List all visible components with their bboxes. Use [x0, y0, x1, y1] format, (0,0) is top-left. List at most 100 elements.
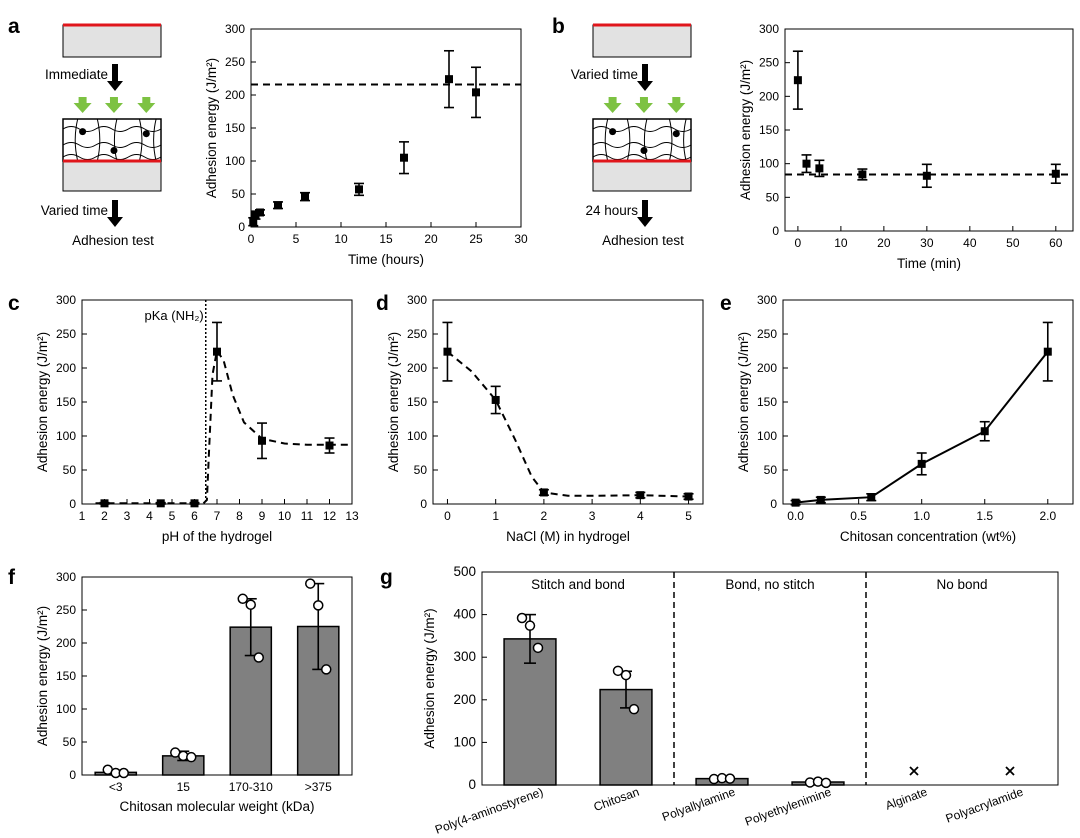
- x-tick-label: <3: [109, 780, 123, 794]
- bar-group: <3: [94, 764, 138, 794]
- data-point: [472, 88, 480, 97]
- polymer-chain: [592, 126, 692, 132]
- y-tick-label: 0: [770, 497, 777, 511]
- x-tick-label: 3: [589, 509, 596, 523]
- down-arrow-icon: [637, 200, 653, 227]
- x-tick-label: 2: [541, 509, 548, 523]
- y-tick-label: 200: [56, 361, 76, 375]
- x-tick-label: 5: [293, 232, 300, 246]
- y-tick-label: 0: [468, 777, 476, 792]
- polymer-chain: [74, 118, 79, 162]
- y-tick-label: 200: [56, 636, 76, 650]
- replicate-point: [313, 600, 324, 611]
- x-tick-label: 1: [79, 509, 86, 523]
- data-point: [917, 459, 926, 468]
- step-label: Adhesion test: [72, 233, 154, 248]
- panel-d: 0 50 100 150 200 250 300 0 1 2 3 4 5 NaCl (M) in hydr…: [376, 292, 704, 544]
- polymer-chain: [592, 154, 692, 160]
- data-point: [1051, 169, 1060, 178]
- plot-frame: [481, 571, 1059, 786]
- x-tick-label: 11: [301, 509, 314, 523]
- x-tick-label: 60: [1049, 236, 1063, 250]
- step-label: Varied time: [41, 203, 108, 218]
- no-bond-marker: [909, 766, 919, 776]
- y-tick-label: 150: [225, 121, 245, 135]
- x-axis-label: NaCl (M) in hydrogel: [506, 529, 630, 544]
- x-tick-label: 13: [345, 509, 359, 523]
- panel-label: f: [8, 566, 16, 589]
- y-tick-label: 100: [225, 154, 245, 168]
- trend-curve: [95, 347, 350, 505]
- x-tick-label: 1: [492, 509, 499, 523]
- green-arrow-icon: [634, 97, 653, 113]
- bar-group: Poly(4-aminostyrene): [433, 612, 557, 837]
- x-tick-label: 50: [1006, 236, 1020, 250]
- data-point: [213, 347, 221, 356]
- bar-group: Alginate: [883, 766, 929, 813]
- polymer-chain: [604, 118, 609, 162]
- x-tick-label: Polyacrylamide: [944, 785, 1026, 826]
- data-point: [867, 493, 876, 502]
- y-tick-label: 100: [757, 429, 777, 443]
- x-axis-label: Chitosan molecular weight (kDa): [119, 799, 314, 814]
- down-arrow-icon: [637, 64, 653, 91]
- y-tick-label: 300: [56, 570, 76, 584]
- y-tick-label: 200: [757, 361, 777, 375]
- replicate-point: [532, 642, 544, 654]
- x-tick-label: >375: [305, 780, 332, 794]
- y-tick-label: 0: [238, 220, 245, 234]
- x-tick-label: 0: [795, 236, 802, 250]
- step-label: 24 hours: [585, 203, 638, 218]
- y-tick-label: 250: [407, 327, 427, 341]
- x-tick-label: 2.0: [1039, 509, 1056, 523]
- replicate-point: [118, 767, 129, 779]
- x-tick-label: 2: [101, 509, 108, 523]
- replicate-point: [724, 773, 736, 784]
- y-tick-label: 500: [453, 564, 476, 579]
- x-axis-label: pH of the hydrogel: [162, 529, 272, 544]
- replicate-point: [237, 593, 248, 605]
- crosslink-dot: [79, 128, 87, 136]
- data-point: [791, 498, 800, 507]
- pka-annotation: pKa (NH₂): [145, 308, 204, 323]
- down-arrow-icon: [107, 64, 123, 91]
- polymer-chain: [138, 118, 143, 162]
- y-tick-label: 250: [56, 327, 76, 341]
- step-label: Immediate: [45, 67, 108, 82]
- x-tick-label: 10: [834, 236, 848, 250]
- y-tick-label: 50: [63, 735, 77, 749]
- panel-label: e: [720, 292, 732, 315]
- panel-g: 0 100 200 300 400 500 Adhesion energy (J/m²) g P…: [380, 564, 1059, 837]
- x-tick-label: 4: [146, 509, 153, 523]
- x-tick-label: 0.5: [850, 509, 867, 523]
- x-tick-label: 3: [124, 509, 131, 523]
- polymer-chain: [626, 118, 631, 162]
- data-point: [539, 488, 548, 497]
- x-axis-label: Time (min): [897, 256, 961, 271]
- y-tick-label: 250: [225, 55, 245, 69]
- y-tick-label: 50: [414, 463, 428, 477]
- crosslink-dot: [640, 147, 648, 154]
- data-point: [325, 441, 334, 450]
- x-tick-label: Chitosan: [592, 785, 641, 814]
- data-point: [802, 159, 811, 168]
- panel-e: 0 50 100 150 200 250 300 0.0 0.5 1.0 1.5 2.0 Chitosa…: [720, 292, 1074, 544]
- x-tick-label: 25: [469, 232, 483, 246]
- bar-group: Polyallylamine: [660, 772, 749, 824]
- y-tick-label: 300: [757, 293, 777, 307]
- y-tick-label: 100: [453, 734, 476, 749]
- no-bond-marker: [1005, 766, 1015, 776]
- schematic-b: Varied time 24 hours Adhesion test: [571, 23, 692, 248]
- x-tick-label: 5: [685, 509, 692, 523]
- hydrogel-layer: [592, 118, 692, 162]
- replicate-point: [305, 578, 316, 589]
- step-label: Varied time: [571, 67, 638, 82]
- x-tick-label: 0: [248, 232, 255, 246]
- substrate-block: [592, 24, 692, 58]
- y-tick-label: 250: [56, 603, 76, 617]
- x-tick-label: 30: [514, 232, 528, 246]
- green-arrow-icon: [73, 97, 92, 113]
- x-tick-label: 6: [191, 509, 198, 523]
- replicate-point: [612, 665, 624, 677]
- data-point: [274, 201, 282, 210]
